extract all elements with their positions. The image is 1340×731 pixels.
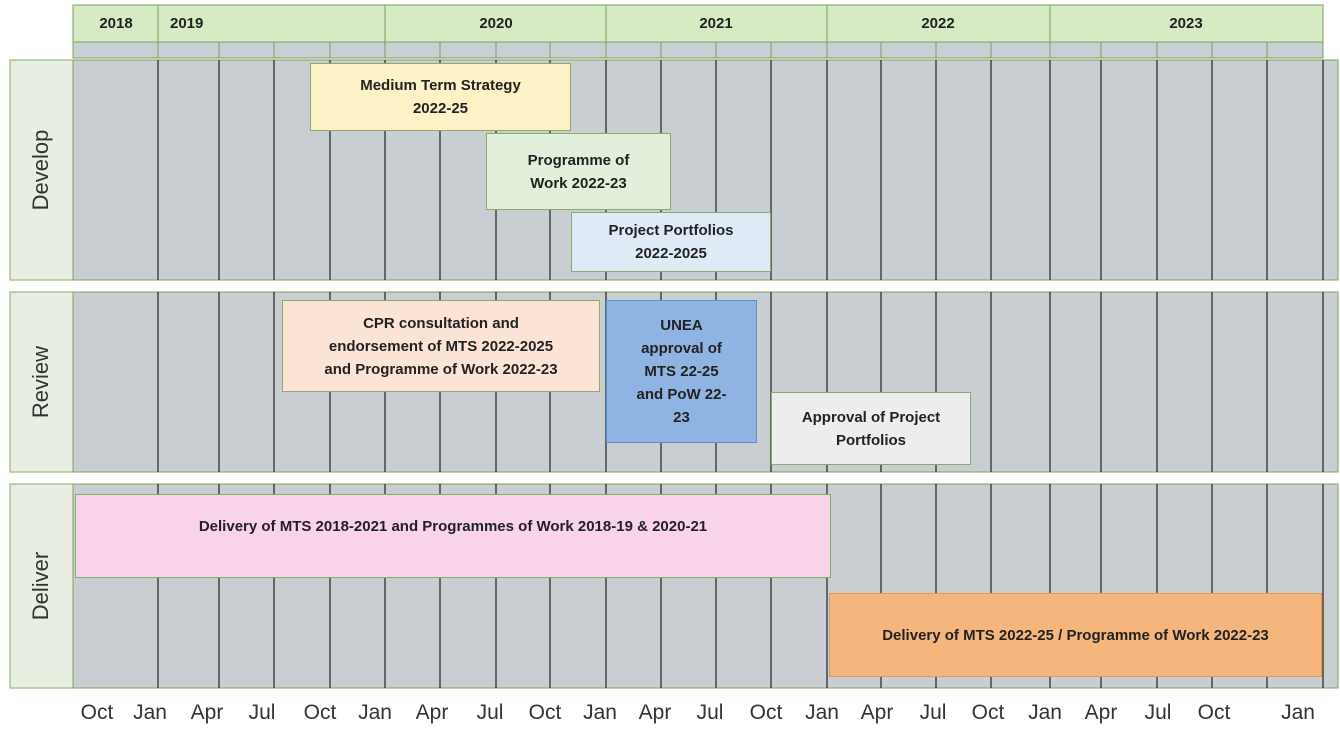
task-box: Approval of Project Portfolios (771, 392, 971, 465)
task-text: Work 2022-23 (530, 174, 627, 192)
task-text: MTS 22-25 (644, 363, 719, 380)
month-label: Jan (1028, 701, 1062, 724)
month-label: Jan (805, 701, 839, 724)
lane-label-box (9, 483, 74, 689)
month-label: Jan (358, 701, 392, 724)
task-text: CPR consultation and (363, 314, 519, 332)
month-label: Jan (583, 701, 617, 724)
lane-label: Develop (28, 130, 53, 211)
month-label: Jan (1281, 701, 1315, 724)
task-text: 23 (673, 409, 690, 426)
task-text: and PoW 22- (636, 386, 727, 403)
year-label: 2019 (170, 15, 203, 32)
year-label: 2020 (479, 15, 512, 32)
month-label: Oct (529, 701, 562, 724)
month-label: Oct (750, 701, 783, 724)
year-label: 2023 (1169, 15, 1202, 32)
task-text: Delivery of MTS 2022-25 / Programme of W… (882, 626, 1269, 644)
task-text: Approval of Project (801, 408, 941, 426)
task-box: Delivery of MTS 2018-2021 and Programmes… (75, 494, 831, 578)
task-box: Programme of Work 2022-23 (486, 133, 671, 210)
month-label: Jul (697, 701, 724, 724)
task-box: Medium Term Strategy 2022-25 (310, 63, 571, 131)
month-label: Oct (304, 701, 337, 724)
task-box: CPR consultation and endorsement of MTS 2… (282, 300, 600, 392)
task-text: Delivery of MTS 2018-2021 and Programmes… (198, 518, 708, 535)
task-text: UNEA (660, 317, 703, 334)
month-label: Jan (133, 701, 167, 724)
year-header (72, 4, 1324, 43)
year-label: 2021 (699, 15, 732, 32)
task-text: Medium Term Strategy (360, 77, 521, 94)
month-label: Jul (1145, 701, 1172, 724)
task-text: approval of (641, 340, 722, 357)
task-text: Portfolios (836, 431, 906, 449)
month-label: Apr (639, 701, 672, 724)
lane-label-box (9, 291, 74, 473)
month-label: Apr (1085, 701, 1118, 724)
sub-header (72, 41, 1324, 59)
lane-label: Review (28, 346, 53, 418)
month-label: Jul (920, 701, 947, 724)
year-label: 2018 (99, 15, 132, 32)
task-text: endorsement of MTS 2022-2025 (328, 337, 554, 355)
task-text: Project Portfolios (608, 222, 734, 239)
task-text: Programme of (527, 151, 630, 169)
month-label: Apr (861, 701, 894, 724)
month-label: Oct (81, 701, 114, 724)
task-text: and Programme of Work 2022-23 (324, 360, 558, 378)
task-text: 2022-25 (412, 100, 469, 117)
task-box: Project Portfolios 2022-2025 (571, 212, 771, 272)
month-label: Apr (416, 701, 449, 724)
task-box: Delivery of MTS 2022-25 / Programme of W… (829, 593, 1322, 677)
task-box: UNEA approval of MTS 22-25 and PoW 22- 23 (606, 300, 757, 443)
task-text: 2022-2025 (635, 245, 707, 262)
year-label: 2022 (921, 15, 954, 32)
lane-label: Deliver (28, 552, 53, 620)
month-label: Apr (191, 701, 224, 724)
month-label: Oct (1198, 701, 1231, 724)
month-label: Jul (249, 701, 276, 724)
month-label: Jul (477, 701, 504, 724)
month-label: Oct (972, 701, 1005, 724)
